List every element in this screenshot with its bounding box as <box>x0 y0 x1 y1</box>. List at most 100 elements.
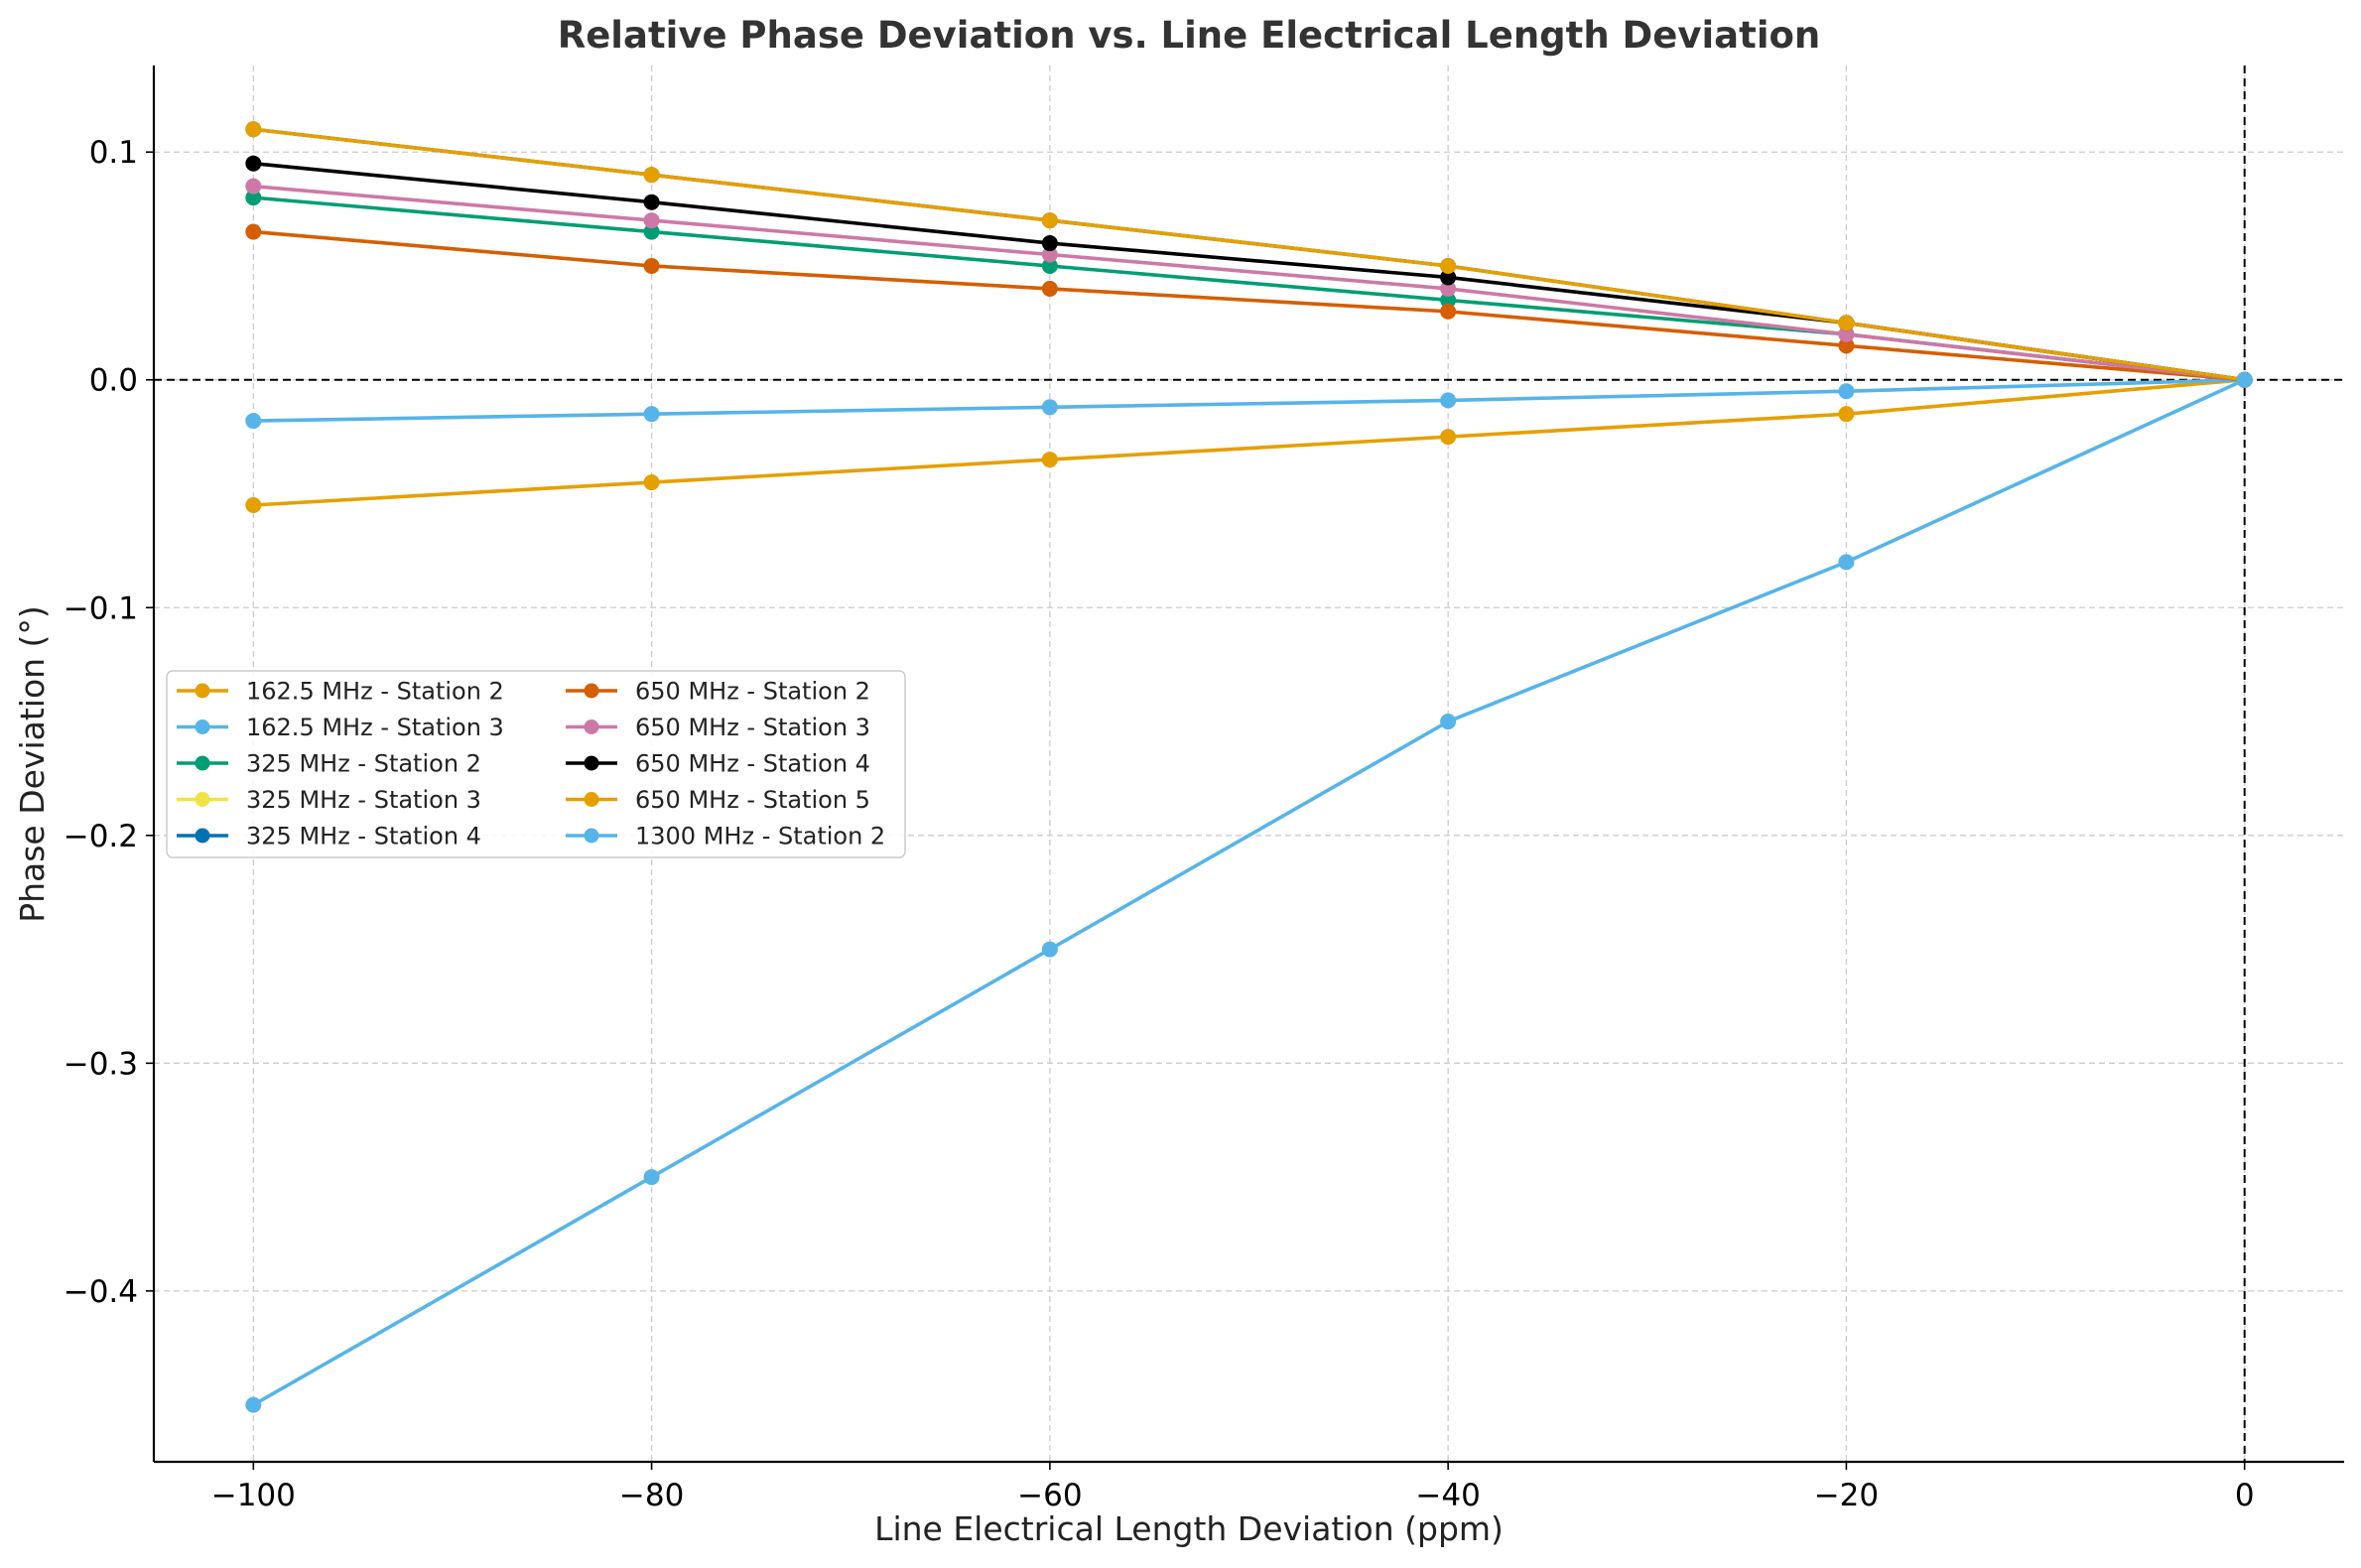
series-line <box>252 378 2246 1407</box>
legend-swatch-marker <box>195 683 210 699</box>
y-axis-label: Phase Deviation (°) <box>13 605 52 923</box>
legend-label: 650 MHz - Station 5 <box>635 786 870 814</box>
data-point <box>1440 429 1457 446</box>
legend-item: 162.5 MHz - Station 3 <box>177 714 504 741</box>
legend-item: 650 MHz - Station 5 <box>566 786 870 814</box>
data-point <box>643 194 660 210</box>
y-tick-label: −0.2 <box>64 819 138 854</box>
y-tick-label: 0.0 <box>89 363 138 399</box>
legend-label: 325 MHz - Station 4 <box>246 823 481 850</box>
legend-swatch-marker <box>584 792 599 807</box>
data-point <box>245 223 262 240</box>
legend-item: 325 MHz - Station 3 <box>177 786 481 814</box>
data-point <box>643 212 660 229</box>
data-point <box>245 496 262 513</box>
data-point <box>643 406 660 423</box>
data-point <box>1838 554 1855 571</box>
data-point <box>1041 235 1058 252</box>
series-lines <box>245 121 2253 1413</box>
data-point <box>1838 326 1855 342</box>
legend-swatch-marker <box>195 792 210 807</box>
data-point <box>245 413 262 430</box>
series-line <box>253 127 2245 382</box>
series-6 <box>245 223 2253 388</box>
legend: 162.5 MHz - Station 2 162.5 MHz - Station… <box>166 670 906 858</box>
legend-label: 325 MHz - Station 3 <box>246 786 481 814</box>
chart-title: Relative Phase Deviation vs. Line Electr… <box>558 14 1821 57</box>
legend-item: 325 MHz - Station 2 <box>177 750 481 778</box>
legend-item: 650 MHz - Station 3 <box>566 714 870 741</box>
tick-labels: −100 −80 −60 −40 −20 0 0.1 0.0 −0.1 −0.2 −0.3 −0.4 <box>64 135 2255 1513</box>
data-point <box>643 223 660 240</box>
axes <box>146 65 2344 1470</box>
data-point <box>245 178 262 195</box>
series-line <box>253 229 2245 382</box>
y-tick-label: −0.1 <box>64 590 138 626</box>
data-point <box>1838 315 1855 331</box>
data-point <box>1041 257 1058 274</box>
legend-label: 1300 MHz - Station 2 <box>635 823 885 850</box>
data-point <box>1838 337 1855 354</box>
data-point <box>1041 280 1058 297</box>
x-tick-label: −100 <box>211 1478 296 1513</box>
legend-swatch-marker <box>195 828 210 844</box>
data-point <box>245 121 262 138</box>
y-tick-label: −0.4 <box>64 1274 138 1310</box>
legend-label: 162.5 MHz - Station 2 <box>246 678 504 706</box>
y-tick-label: 0.1 <box>89 135 138 171</box>
legend-swatch-marker <box>195 755 210 771</box>
data-point <box>245 155 262 172</box>
series-line <box>253 184 2245 382</box>
data-point <box>643 257 660 274</box>
data-point <box>1440 292 1457 309</box>
data-point <box>1041 399 1058 416</box>
data-point <box>643 167 660 184</box>
x-tick-label: −80 <box>619 1478 684 1513</box>
series-7 <box>245 178 2253 388</box>
series-10 <box>245 371 2253 1413</box>
data-point <box>1041 941 1058 958</box>
legend-swatch-marker <box>584 828 599 844</box>
data-point <box>245 1396 262 1413</box>
data-point <box>1041 452 1058 468</box>
legend-swatch-marker <box>584 719 599 734</box>
legend-box <box>166 670 906 858</box>
data-point <box>643 1169 660 1186</box>
series-line <box>253 377 2245 423</box>
series-line <box>253 127 2245 382</box>
x-tick-label: −40 <box>1415 1478 1480 1513</box>
x-tick-label: −20 <box>1814 1478 1879 1513</box>
legend-swatch-marker <box>195 719 210 734</box>
legend-label: 325 MHz - Station 2 <box>246 750 481 778</box>
series-3 <box>245 190 2253 388</box>
legend-item: 1300 MHz - Station 2 <box>566 823 885 850</box>
legend-label: 650 MHz - Station 4 <box>635 750 870 778</box>
series-1 <box>245 371 2253 513</box>
data-point <box>1440 714 1457 730</box>
data-point <box>1440 280 1457 297</box>
y-tick-label: −0.3 <box>64 1046 138 1082</box>
data-point <box>1440 392 1457 409</box>
data-point <box>1440 269 1457 286</box>
x-tick-label: 0 <box>2235 1478 2255 1513</box>
legend-swatch-marker <box>584 755 599 771</box>
legend-item: 650 MHz - Station 4 <box>566 750 870 778</box>
x-axis-label: Line Electrical Length Deviation (ppm) <box>874 1509 1504 1548</box>
legend-item: 650 MHz - Station 2 <box>566 678 870 706</box>
reference-lines <box>154 65 2344 1462</box>
series-line <box>253 377 2245 507</box>
x-tick-label: −60 <box>1017 1478 1082 1513</box>
legend-item: 162.5 MHz - Station 2 <box>177 678 504 706</box>
data-point <box>2236 371 2253 388</box>
data-point <box>1440 257 1457 274</box>
legend-label: 650 MHz - Station 2 <box>635 678 870 706</box>
data-point <box>245 190 262 206</box>
data-point <box>1838 383 1855 400</box>
data-point <box>643 474 660 491</box>
legend-item: 325 MHz - Station 4 <box>177 823 481 850</box>
data-point <box>1838 406 1855 423</box>
legend-label: 650 MHz - Station 3 <box>635 714 870 741</box>
data-point <box>1440 303 1457 320</box>
series-line <box>253 127 2245 382</box>
